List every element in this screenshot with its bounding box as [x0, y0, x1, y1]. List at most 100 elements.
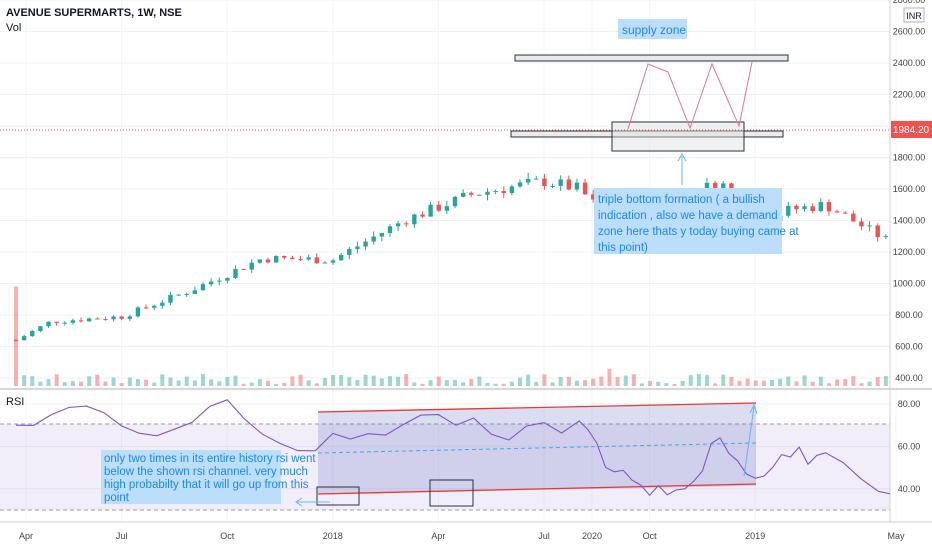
volume-bar: [257, 379, 262, 386]
price-tick: 2200.00: [893, 90, 926, 100]
price-tick: 400.00: [895, 373, 923, 383]
volume-bar: [802, 375, 807, 386]
candle: [257, 259, 263, 264]
rsi-note-bg[interactable]: [101, 450, 281, 504]
candle: [13, 338, 19, 342]
triple-bottom-note-bg[interactable]: [594, 188, 782, 254]
volume-bar: [144, 379, 149, 386]
volume-bar: [859, 383, 864, 386]
volume-bar: [266, 381, 271, 386]
volume-bar: [737, 380, 742, 386]
supply-zone-rect[interactable]: [514, 54, 789, 62]
volume-bar: [721, 374, 726, 386]
volume-bar: [160, 374, 165, 386]
price-tick: 600.00: [895, 342, 923, 352]
rsi-line: [15, 399, 890, 497]
volume-bar: [753, 380, 758, 386]
candle: [265, 257, 271, 264]
candle: [558, 175, 563, 191]
candle: [534, 175, 539, 180]
candle: [395, 220, 401, 232]
rsi-channel-mid: [317, 442, 757, 454]
volume-bar: [233, 375, 238, 386]
volume-bar: [290, 376, 295, 386]
triple-bottom-note-line: this point): [598, 242, 648, 254]
volume-bar: [509, 381, 514, 386]
volume-bar: [761, 380, 766, 386]
volume-bar: [818, 376, 823, 386]
volume-bar: [696, 374, 701, 386]
time-tick: 2020: [582, 531, 602, 541]
candle: [428, 201, 433, 217]
candle: [290, 255, 295, 260]
price-tick: 2400.00: [893, 58, 926, 68]
supply-zone-note-bg[interactable]: [618, 19, 687, 39]
volume-bar: [62, 382, 67, 386]
rsi-left-arrow-head: [295, 497, 303, 507]
candle: [46, 321, 51, 328]
volume-bar: [518, 377, 523, 386]
volume-bar: [542, 374, 547, 386]
candle: [469, 191, 474, 198]
volume-bar: [200, 374, 205, 386]
candle: [355, 241, 360, 254]
triple-bottom-pattern[interactable]: [627, 61, 753, 130]
time-axis[interactable]: AprJulOct2018AprJulOct2019MayAug2020AprJ…: [19, 531, 932, 541]
candle: [477, 194, 482, 196]
candle: [249, 259, 254, 274]
volume-bar: [79, 381, 84, 386]
candle: [802, 203, 807, 212]
candle: [347, 246, 352, 260]
volume-bar: [331, 374, 336, 386]
volume-bar: [420, 383, 425, 386]
volume-bar: [217, 381, 222, 386]
supply-zone-note: supply zone: [622, 23, 686, 37]
candle: [200, 282, 206, 291]
candle: [517, 179, 523, 188]
volume-bar: [363, 374, 368, 386]
rsi-note: only two times in its entire history rsi…: [104, 453, 316, 504]
candle: [404, 221, 409, 227]
rsi-channel-lower[interactable]: [317, 483, 757, 495]
volume-bar: [745, 378, 750, 386]
volume-bar: [70, 381, 75, 386]
volume-bar: [493, 383, 498, 386]
rsi-channel-upper[interactable]: [317, 402, 757, 413]
volume-bar: [119, 383, 124, 386]
time-tick: May: [887, 531, 905, 541]
rsi-arrow-head: [749, 403, 758, 415]
candle: [54, 321, 59, 326]
volume-bar: [396, 376, 401, 386]
volume-bar: [826, 383, 831, 386]
volume-bar: [639, 383, 644, 386]
rsi-tick: 60.00: [898, 441, 921, 451]
svg-text:800.00: 800.00: [895, 310, 923, 320]
volume-bar: [672, 383, 677, 386]
candle: [298, 255, 303, 262]
rsi-breakdown-box-2[interactable]: [429, 479, 474, 507]
rsi-axis[interactable]: 80.00 60.00 40.00: [898, 399, 921, 494]
demand-zone-line-rect[interactable]: [510, 130, 784, 138]
volume-bar: [851, 376, 856, 386]
volume-bar: [835, 379, 840, 386]
candle: [883, 233, 889, 240]
price-axis[interactable]: 2800.002600.002400.002200.002000.001800.…: [893, 0, 926, 383]
price-tick: 1600.00: [893, 184, 926, 194]
candle: [78, 317, 84, 323]
volume-bar: [176, 380, 181, 386]
volume-bar: [192, 380, 197, 386]
volume-bar: [14, 286, 18, 386]
volume-bar: [249, 382, 254, 386]
volume-bar: [843, 379, 848, 386]
volume-bar: [786, 376, 791, 386]
price-tick: 2800.00: [893, 0, 926, 5]
demand-zone-box[interactable]: [611, 121, 745, 152]
candle: [875, 223, 880, 242]
volume-bar: [371, 375, 376, 386]
candle: [363, 238, 368, 251]
rsi-breakdown-box-1[interactable]: [316, 486, 360, 506]
candle: [501, 186, 506, 199]
candle: [70, 318, 76, 325]
